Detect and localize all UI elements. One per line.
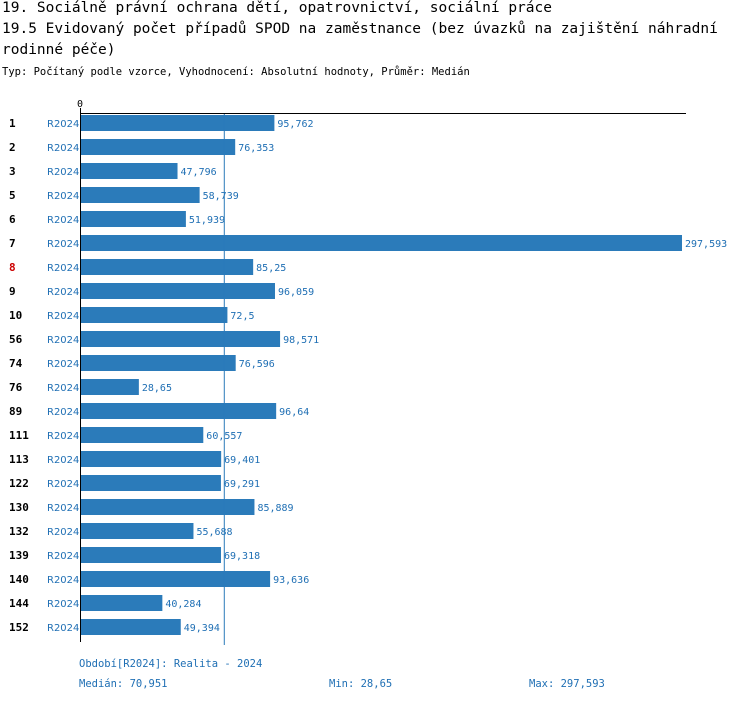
- footer-min: Min: 28,65: [329, 678, 393, 690]
- bar: [81, 571, 271, 587]
- value-label: 58,739: [203, 191, 239, 202]
- period-label: R2024: [47, 215, 79, 226]
- bar: [81, 259, 254, 275]
- value-label: 93,636: [273, 575, 309, 586]
- value-label: 47,796: [181, 167, 217, 178]
- category-label: 111: [9, 429, 29, 442]
- bar: [81, 355, 236, 371]
- period-label: R2024: [47, 527, 79, 538]
- category-label: 139: [9, 549, 29, 562]
- period-label: R2024: [47, 599, 79, 610]
- period-label: R2024: [47, 239, 79, 250]
- period-label: R2024: [47, 383, 79, 394]
- category-label: 9: [9, 285, 16, 298]
- value-label: 76,596: [239, 359, 275, 370]
- period-label: R2024: [47, 359, 79, 370]
- period-label: R2024: [47, 407, 79, 418]
- category-label: 5: [9, 189, 16, 202]
- bar: [81, 499, 255, 515]
- period-label: R2024: [47, 287, 79, 298]
- footer-period: Období[R2024]: Realita - 2024: [79, 658, 263, 670]
- bar: [81, 619, 181, 635]
- footer-max: Max: 297,593: [529, 678, 605, 690]
- period-label: R2024: [47, 575, 79, 586]
- value-label: 85,25: [256, 263, 286, 274]
- value-label: 98,571: [283, 335, 319, 346]
- chart-title: 19. Sociálně právní ochrana dětí, opatro…: [2, 0, 552, 16]
- bar-chart: 0 1 R2024 95,762 2 R2024 76,353 3 R2024 47,796 5 R2…: [9, 99, 727, 645]
- period-label: R2024: [47, 119, 79, 130]
- value-label: 76,353: [238, 143, 274, 154]
- value-label: 85,889: [257, 503, 293, 514]
- period-label: R2024: [47, 263, 79, 274]
- bar: [81, 235, 682, 251]
- category-label: 7: [9, 237, 16, 250]
- value-label: 72,5: [230, 311, 254, 322]
- period-label: R2024: [47, 143, 79, 154]
- value-label: 49,394: [184, 623, 220, 634]
- value-label: 28,65: [142, 383, 172, 394]
- period-label: R2024: [47, 455, 79, 466]
- value-label: 96,64: [279, 407, 309, 418]
- category-label: 152: [9, 621, 29, 634]
- period-label: R2024: [47, 479, 79, 490]
- category-label: 144: [9, 597, 29, 610]
- bar: [81, 139, 236, 155]
- value-label: 69,318: [224, 551, 260, 562]
- bar: [81, 163, 178, 179]
- period-label: R2024: [47, 503, 79, 514]
- axis-tick-label: 0: [77, 99, 83, 110]
- category-label: 3: [9, 165, 16, 178]
- bar: [81, 331, 281, 347]
- bar: [81, 283, 275, 299]
- period-label: R2024: [47, 335, 79, 346]
- value-label: 69,291: [224, 479, 260, 490]
- value-label: 69,401: [224, 455, 260, 466]
- bar: [81, 547, 221, 563]
- category-label: 6: [9, 213, 16, 226]
- category-label: 8: [9, 261, 16, 274]
- category-label: 130: [9, 501, 29, 514]
- chart-type-description: Typ: Počítaný podle vzorce, Vyhodnocení:…: [2, 66, 470, 78]
- category-label: 140: [9, 573, 29, 586]
- period-label: R2024: [47, 191, 79, 202]
- category-label: 113: [9, 453, 29, 466]
- category-label: 2: [9, 141, 16, 154]
- value-label: 40,284: [165, 599, 201, 610]
- bar: [81, 595, 163, 611]
- period-label: R2024: [47, 311, 79, 322]
- bar: [81, 403, 277, 419]
- value-label: 297,593: [685, 239, 727, 250]
- chart-subtitle: 19.5 Evidovaný počet případů SPOD na zam…: [2, 21, 718, 58]
- category-label: 76: [9, 381, 23, 394]
- bar: [81, 379, 139, 395]
- period-label: R2024: [47, 623, 79, 634]
- value-label: 96,059: [278, 287, 314, 298]
- period-label: R2024: [47, 551, 79, 562]
- bar: [81, 427, 204, 443]
- category-label: 74: [9, 357, 23, 370]
- bar: [81, 307, 228, 323]
- category-label: 56: [9, 333, 23, 346]
- period-label: R2024: [47, 431, 79, 442]
- value-label: 51,939: [189, 215, 225, 226]
- bar: [81, 115, 275, 131]
- bar: [81, 475, 221, 491]
- bar: [81, 523, 194, 539]
- category-label: 89: [9, 405, 22, 418]
- bar: [81, 211, 186, 227]
- value-label: 55,688: [196, 527, 232, 538]
- category-label: 132: [9, 525, 29, 538]
- category-label: 10: [9, 309, 22, 322]
- bar: [81, 187, 200, 203]
- bar: [81, 451, 222, 467]
- value-label: 95,762: [277, 119, 313, 130]
- footer-median: Medián: 70,951: [79, 678, 168, 690]
- category-label: 122: [9, 477, 29, 490]
- period-label: R2024: [47, 167, 79, 178]
- category-label: 1: [9, 117, 16, 130]
